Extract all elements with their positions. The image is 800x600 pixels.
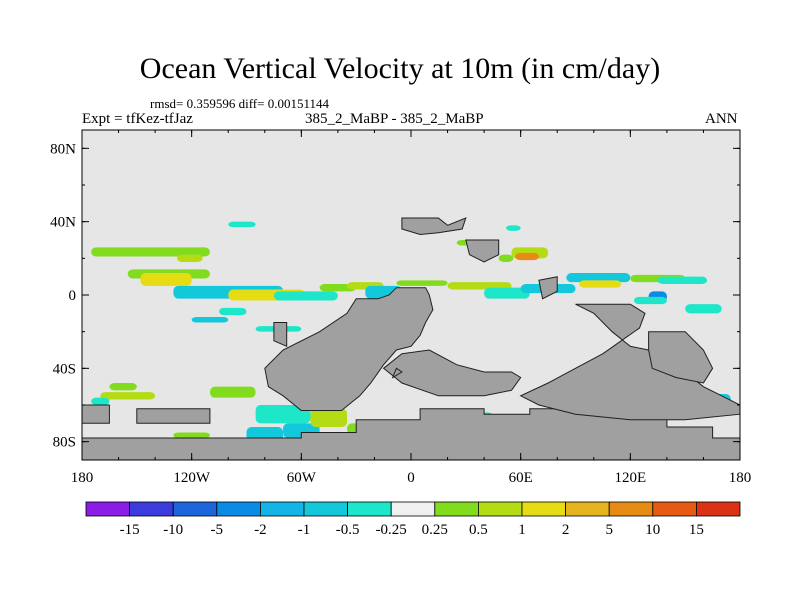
velocity-patch: [91, 397, 110, 405]
velocity-patch: [177, 254, 203, 262]
colorbar-label: -5: [211, 522, 224, 538]
colorbar-box: [172, 501, 218, 517]
velocity-patch: [685, 304, 722, 314]
colorbar: -15 -10 -5 -2 -1 -0.5 -0.25 0.25 0.5 1 2 5 10 15: [85, 501, 741, 538]
colorbar-label: -10: [163, 522, 183, 538]
velocity-patch: [273, 291, 338, 301]
colorbar-box: [85, 501, 130, 517]
chart-title: Ocean Vertical Velocity at 10m (in cm/da…: [139, 52, 661, 85]
x-tick-label: 180: [71, 470, 94, 486]
map-layer: [81, 130, 741, 461]
velocity-patch: [100, 392, 156, 400]
velocity-patch: [109, 383, 137, 391]
velocity-patch: [566, 273, 631, 283]
land-mass: [465, 239, 500, 263]
colorbar-label: -1: [298, 522, 311, 538]
land-mass: [136, 408, 211, 424]
y-tick-label: 80N: [50, 141, 76, 157]
land-mass: [264, 287, 434, 411]
velocity-patch: [579, 280, 622, 288]
colorbar-box: [259, 501, 305, 517]
stats-label: rmsd= 0.359596 diff= 0.00151144: [150, 96, 329, 111]
land-mass: [382, 349, 522, 397]
colorbar-label: -0.5: [336, 522, 360, 538]
colorbar-box: [696, 501, 741, 517]
x-tick-label: 120E: [614, 470, 646, 486]
y-tick-label: 0: [69, 288, 77, 304]
colorbar-box: [347, 501, 392, 517]
land-mass: [519, 303, 741, 421]
velocity-patch: [498, 254, 514, 262]
x-tick-label: 120W: [173, 470, 211, 486]
y-tick-label: 40S: [53, 361, 76, 377]
velocity-patch: [91, 247, 210, 257]
colorbar-label: 10: [645, 522, 660, 538]
x-tick-label: 180: [729, 470, 752, 486]
colorbar-label: 1: [518, 522, 526, 538]
velocity-patch: [515, 252, 539, 261]
colorbar-box: [390, 501, 436, 517]
colorbar-box: [434, 501, 479, 517]
velocity-patch: [396, 280, 448, 286]
velocity-patch: [310, 408, 348, 427]
colorbar-box: [303, 501, 348, 517]
velocity-patch: [191, 317, 229, 323]
colorbar-box: [521, 501, 566, 517]
velocity-patch: [484, 287, 530, 299]
colorbar-box: [652, 501, 697, 517]
colorbar-label: 0.5: [469, 522, 488, 538]
colorbar-label: 15: [689, 522, 704, 538]
y-tick-label: 40N: [50, 215, 76, 231]
velocity-patch: [657, 276, 708, 284]
x-tick-label: 60E: [509, 470, 533, 486]
land-mass: [81, 404, 110, 424]
land-mass: [273, 322, 288, 348]
land-mass: [401, 217, 467, 236]
experiment-label: Expt = tfKez-tfJaz: [82, 111, 193, 127]
colorbar-box: [216, 501, 261, 517]
land-mass: [648, 331, 714, 384]
land-mass: [391, 367, 403, 379]
velocity-patch: [219, 307, 247, 316]
colorbar-label: 2: [562, 522, 570, 538]
velocity-patch: [228, 221, 256, 228]
colorbar-box: [129, 501, 174, 517]
case-label: 385_2_MaBP - 385_2_MaBP: [305, 111, 484, 127]
velocity-patch: [173, 432, 210, 438]
colorbar-label: -0.25: [376, 522, 407, 538]
velocity-patch: [140, 273, 192, 286]
colorbar-label: 5: [605, 522, 613, 538]
colorbar-label: -2: [254, 522, 267, 538]
colorbar-label: -15: [120, 522, 140, 538]
x-tick-label: 60W: [287, 470, 317, 486]
y-tick-label: 80S: [53, 435, 76, 451]
x-tick-label: 0: [407, 470, 415, 486]
colorbar-label: 0.25: [422, 522, 448, 538]
colorbar-box: [608, 501, 654, 517]
velocity-patch: [255, 405, 311, 424]
axis-layer: 180 120W 60W 0 60E 120E 180 80N 40N 0 40S 80S: [50, 129, 752, 486]
colorbar-box: [477, 501, 523, 517]
colorbar-box: [565, 501, 610, 517]
period-label: ANN: [705, 111, 738, 127]
velocity-patch: [209, 386, 256, 398]
land-mass: [81, 408, 741, 461]
land-mass: [538, 276, 558, 300]
velocity-patch: [506, 225, 521, 231]
velocity-patch: [633, 296, 667, 305]
